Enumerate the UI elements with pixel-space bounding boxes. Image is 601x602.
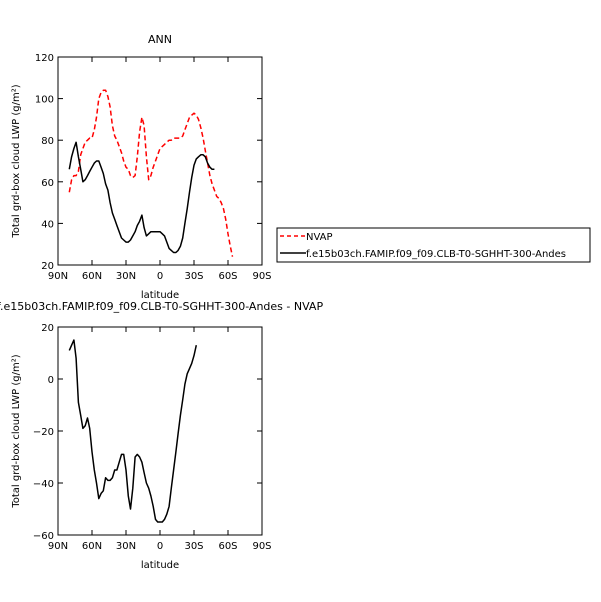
- bottom-series-layer: [68, 339, 198, 523]
- legend: NVAP f.e15b03ch.FAMIP.f09_f09.CLB-T0-SGH…: [276, 227, 591, 263]
- top-y-tick-label: 80: [41, 136, 54, 147]
- bottom-axis-ticks: 90N 60N 30N 0 30S 60S 90S −60 −40 −20 0 20: [33, 323, 272, 552]
- top-x-tick-label: 60N: [82, 271, 102, 282]
- top-y-axis-label: Total grd-box cloud LWP (g/m²): [11, 84, 22, 238]
- top-panel: ANN Total grd-box cloud LWP (g/m²) latit…: [11, 33, 272, 301]
- top-chart-title: ANN: [148, 33, 172, 46]
- bottom-y-tick-label: −20: [33, 427, 54, 438]
- top-x-axis-label: latitude: [141, 290, 179, 301]
- legend-model-label: f.e15b03ch.FAMIP.f09_f09.CLB-T0-SGHHT-30…: [306, 249, 566, 260]
- bottom-x-tick-label: 0: [157, 541, 163, 552]
- top-y-tick-label: 100: [35, 95, 54, 106]
- top-axis-ticks: 90N 60N 30N 0 30S 60S 90S 20 40 60 80 100 120: [35, 53, 272, 282]
- bottom-x-tick-label: 60S: [218, 541, 237, 552]
- bottom-series-line-0: [68, 339, 198, 523]
- top-x-tick-label: 30S: [184, 271, 203, 282]
- legend-nvap-label: NVAP: [306, 232, 333, 243]
- bottom-y-axis-label: Total grd-box cloud LWP (g/m²): [11, 354, 22, 508]
- bottom-x-axis-label: latitude: [141, 560, 179, 571]
- top-series-line-0: [68, 89, 234, 257]
- top-y-tick-label: 120: [35, 53, 54, 64]
- bottom-chart-title: f.e15b03ch.FAMIP.f09_f09.CLB-T0-SGHHT-30…: [0, 300, 323, 313]
- top-y-tick-label: 40: [41, 219, 54, 230]
- bottom-y-tick-label: −40: [33, 479, 54, 490]
- bottom-panel: f.e15b03ch.FAMIP.f09_f09.CLB-T0-SGHHT-30…: [0, 300, 323, 571]
- top-series-layer: [68, 89, 234, 257]
- bottom-y-tick-label: 0: [48, 375, 54, 386]
- bottom-plot-frame: [57, 326, 263, 536]
- bottom-x-tick-label: 30N: [116, 541, 136, 552]
- top-x-tick-label: 0: [157, 271, 163, 282]
- top-plot-frame: [57, 56, 263, 266]
- top-y-tick-label: 20: [41, 261, 54, 272]
- bottom-x-tick-label: 90S: [252, 541, 271, 552]
- bottom-y-tick-label: −60: [33, 531, 54, 542]
- top-x-tick-label: 90N: [48, 271, 68, 282]
- bottom-x-tick-label: 30S: [184, 541, 203, 552]
- bottom-x-tick-label: 60N: [82, 541, 102, 552]
- top-x-tick-label: 90S: [252, 271, 271, 282]
- bottom-x-tick-label: 90N: [48, 541, 68, 552]
- top-x-tick-label: 30N: [116, 271, 136, 282]
- bottom-y-tick-label: 20: [41, 323, 54, 334]
- legend-box: [276, 227, 591, 263]
- top-series-line-1: [68, 141, 215, 254]
- top-x-tick-label: 60S: [218, 271, 237, 282]
- top-y-tick-label: 60: [41, 178, 54, 189]
